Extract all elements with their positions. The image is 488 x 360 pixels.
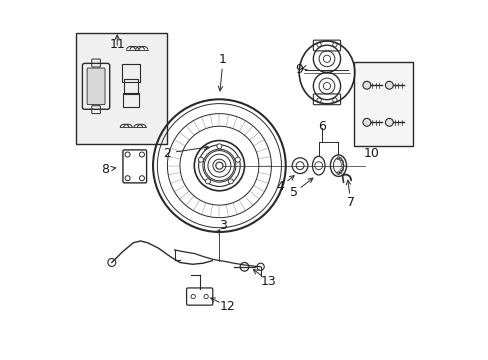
Bar (123, 80, 138, 94)
Text: 5: 5 (289, 186, 297, 199)
Bar (353, 62, 412, 146)
Circle shape (198, 157, 203, 162)
Circle shape (235, 157, 240, 162)
Circle shape (385, 81, 392, 89)
Text: 8: 8 (101, 163, 108, 176)
Circle shape (362, 81, 370, 89)
Text: 6: 6 (317, 121, 325, 134)
Circle shape (215, 162, 223, 169)
Circle shape (205, 179, 210, 184)
Text: 7: 7 (346, 196, 354, 209)
Circle shape (228, 179, 233, 184)
Bar (122, 93, 139, 107)
Text: 11: 11 (109, 38, 125, 51)
Text: 2: 2 (163, 147, 171, 159)
Circle shape (362, 118, 370, 126)
Bar (122, 64, 140, 82)
Text: 12: 12 (219, 300, 235, 313)
Circle shape (217, 144, 222, 149)
Text: 13: 13 (261, 275, 276, 288)
Bar (76, 33, 167, 144)
Text: 10: 10 (363, 147, 379, 160)
Circle shape (385, 118, 392, 126)
Text: 3: 3 (219, 219, 226, 232)
Text: 4: 4 (276, 180, 284, 193)
Text: 1: 1 (219, 53, 226, 66)
FancyBboxPatch shape (87, 68, 105, 105)
Text: 9: 9 (295, 63, 303, 76)
